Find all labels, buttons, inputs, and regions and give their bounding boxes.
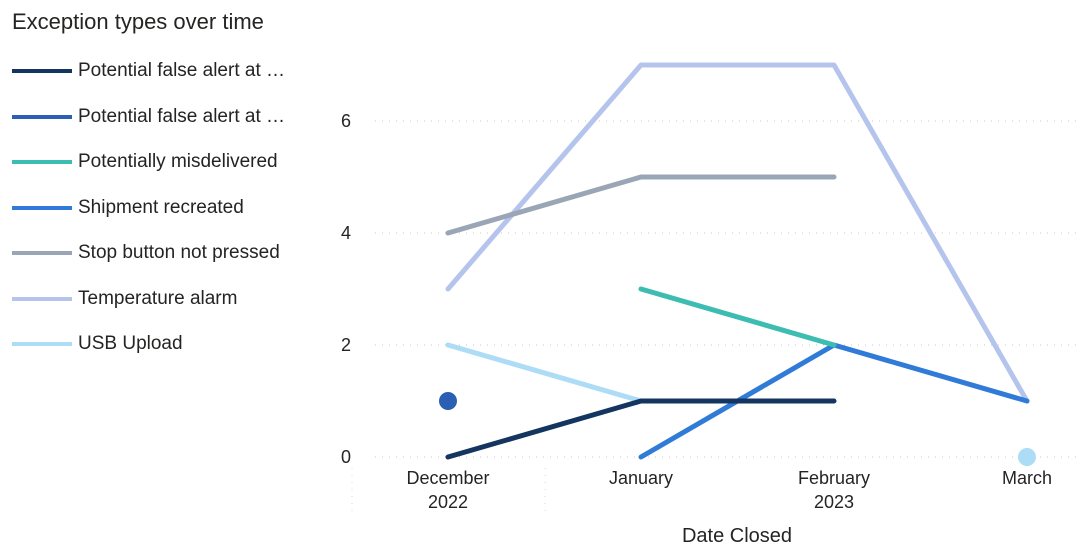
x-tick-label: March — [1002, 468, 1052, 488]
y-tick-label: 0 — [341, 447, 351, 467]
series-line[interactable] — [445, 342, 644, 404]
chart-title: Exception types over time — [12, 9, 264, 34]
legend-swatch — [12, 69, 72, 73]
legend-label: Potentially misdelivered — [78, 151, 278, 172]
series-lines — [445, 62, 1030, 460]
legend-item[interactable]: USB Upload — [12, 329, 183, 359]
y-tick-label: 4 — [341, 223, 351, 243]
series-line[interactable] — [638, 286, 837, 348]
legend-label: USB Upload — [78, 333, 183, 354]
legend-swatch — [12, 342, 72, 346]
legend-label: Stop button not pressed — [78, 242, 280, 263]
x-axis-ticks: December 2022 January February 2023 March — [406, 468, 1052, 512]
series-point[interactable] — [1018, 448, 1036, 466]
x-tick-label: December — [406, 468, 489, 488]
legend-swatch — [12, 160, 72, 164]
legend-item[interactable]: Potentially misdelivered — [12, 147, 278, 177]
series-line[interactable] — [445, 398, 837, 460]
legend-item[interactable]: Stop button not pressed — [12, 238, 280, 268]
legend-item[interactable]: Temperature alarm — [12, 284, 237, 314]
x-tick-label: February — [798, 468, 870, 488]
y-tick-label: 6 — [341, 111, 351, 131]
series-line[interactable] — [445, 174, 837, 236]
series-point[interactable] — [439, 392, 457, 410]
legend-item[interactable]: Potential false alert at … — [12, 102, 285, 132]
legend-swatch — [12, 205, 72, 210]
y-tick-label: 2 — [341, 335, 351, 355]
series-line[interactable] — [445, 62, 1030, 404]
legend-label: Temperature alarm — [78, 287, 238, 309]
y-axis-ticks: 0 2 4 6 — [341, 111, 351, 467]
legend-label: Potential false alert at … — [78, 60, 285, 81]
legend-swatch — [12, 251, 72, 255]
legend-label: Shipment recreated — [78, 196, 244, 218]
x-tick-label: January — [609, 468, 673, 488]
x-axis-title: Date Closed — [682, 525, 792, 547]
x-tick-sublabel: 2023 — [814, 492, 854, 512]
x-tick-sublabel: 2022 — [428, 492, 468, 512]
legend-item[interactable]: Shipment recreated — [12, 193, 244, 223]
legend-item[interactable]: Potential false alert at … — [12, 56, 285, 86]
legend-swatch — [12, 296, 72, 301]
gridlines — [351, 120, 1080, 515]
legend-swatch — [12, 114, 72, 119]
legend-label: Potential false alert at … — [78, 105, 285, 127]
series-points — [439, 392, 1036, 466]
